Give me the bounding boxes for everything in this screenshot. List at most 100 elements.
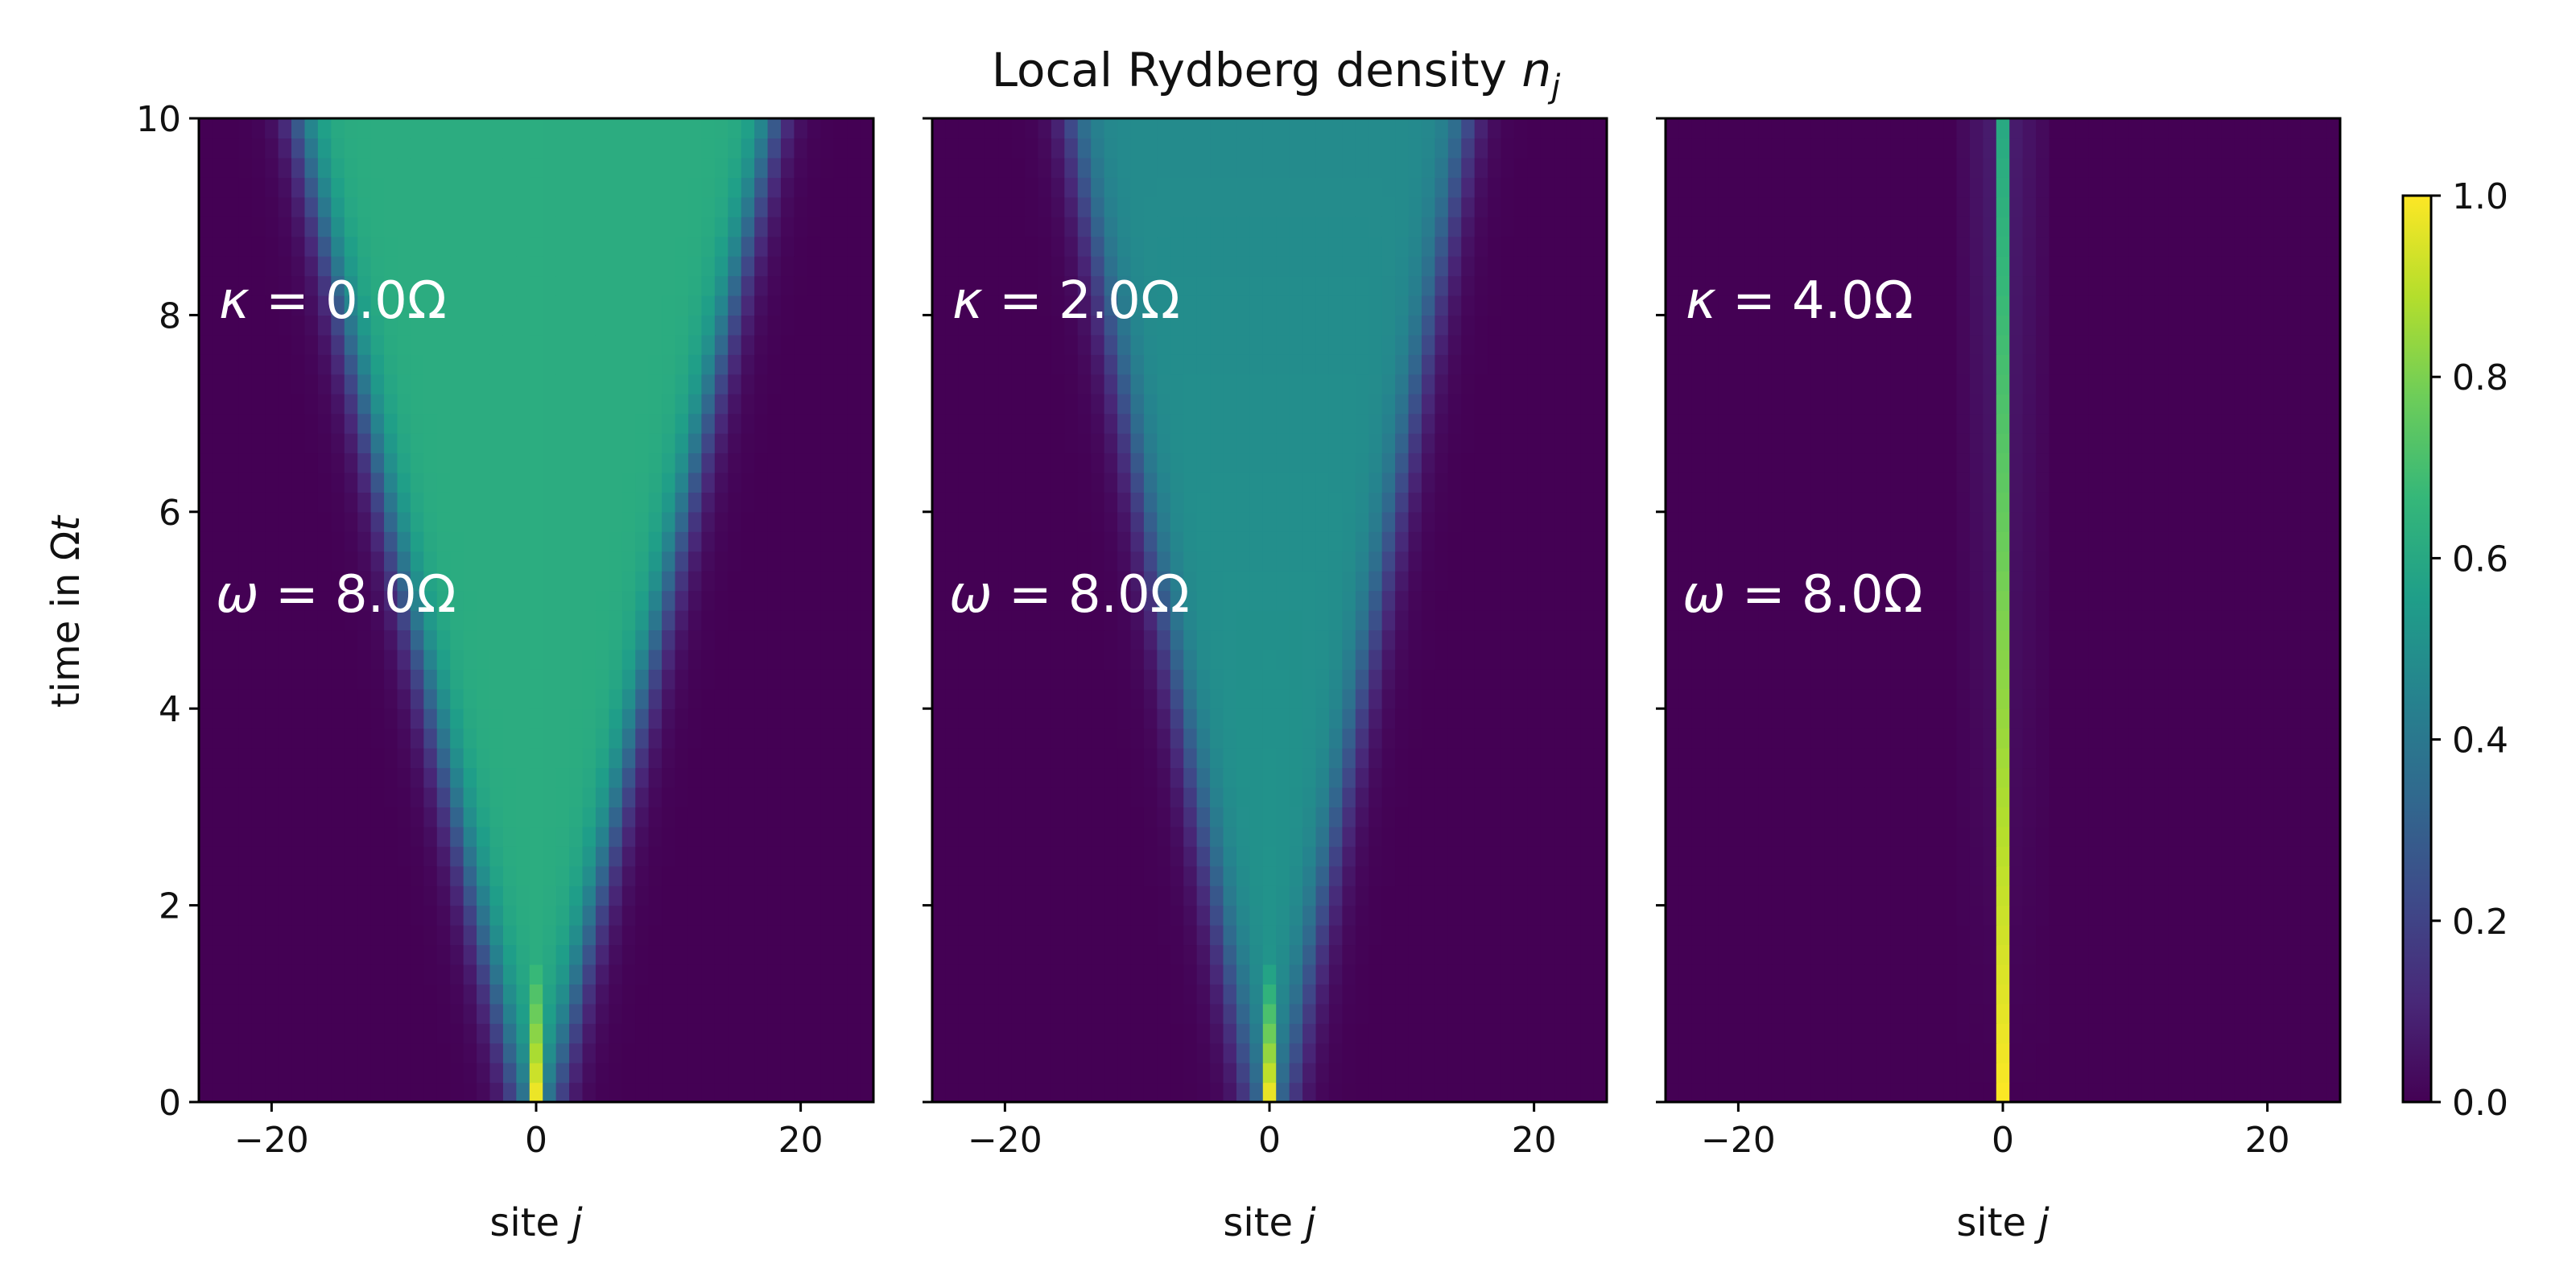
heatmap-cell bbox=[1302, 354, 1317, 375]
heatmap-cell bbox=[225, 1003, 239, 1024]
heatmap-cell bbox=[1554, 1003, 1568, 1024]
heatmap-cell bbox=[331, 177, 345, 198]
heatmap-cell bbox=[502, 846, 517, 867]
heatmap-cell bbox=[1130, 708, 1145, 729]
heatmap-cell bbox=[1540, 688, 1554, 709]
heatmap-cell bbox=[543, 354, 557, 375]
heatmap-cell bbox=[238, 826, 253, 847]
heatmap-cell bbox=[972, 374, 986, 394]
heatmap-cell bbox=[1249, 413, 1264, 434]
heatmap-cell bbox=[410, 492, 424, 513]
heatmap-cell bbox=[569, 688, 584, 709]
heatmap-cell bbox=[1196, 177, 1211, 198]
heatmap-cell bbox=[1091, 984, 1105, 1005]
heatmap-cell bbox=[609, 944, 623, 965]
heatmap-cell bbox=[985, 1003, 999, 1024]
heatmap-cell bbox=[1223, 807, 1237, 828]
heatmap-cell bbox=[1447, 1023, 1462, 1044]
heatmap-cell bbox=[701, 177, 716, 198]
heatmap-cell bbox=[1117, 886, 1132, 906]
heatmap-cell bbox=[278, 886, 292, 906]
heatmap-cell bbox=[635, 984, 650, 1005]
heatmap-cell bbox=[1130, 630, 1145, 650]
heatmap-cell bbox=[1223, 354, 1237, 375]
heatmap-cell bbox=[199, 334, 213, 355]
heatmap-cell bbox=[370, 433, 385, 454]
heatmap-cell bbox=[972, 217, 986, 237]
heatmap-cell bbox=[1157, 925, 1171, 946]
heatmap-cell bbox=[1143, 1023, 1158, 1044]
heatmap-cell bbox=[1064, 728, 1079, 749]
heatmap-cell bbox=[932, 413, 947, 434]
heatmap-cell bbox=[609, 748, 623, 769]
heatmap-cell bbox=[1513, 1023, 1529, 1044]
heatmap-cell bbox=[212, 786, 226, 807]
heatmap-cell bbox=[1289, 236, 1303, 257]
heatmap-cell bbox=[1157, 571, 1171, 592]
heatmap-cell bbox=[820, 275, 835, 296]
heatmap-cell bbox=[675, 826, 689, 847]
heatmap-cell bbox=[212, 1023, 226, 1044]
heatmap-cell bbox=[609, 669, 623, 690]
heatmap-cell bbox=[1567, 571, 1581, 592]
heatmap-cell bbox=[662, 1042, 676, 1063]
heatmap-cell bbox=[1461, 394, 1476, 415]
heatmap-cell bbox=[847, 236, 861, 257]
heatmap-cell bbox=[304, 708, 319, 729]
heatmap-cell bbox=[1025, 1063, 1039, 1084]
heatmap-cell bbox=[1276, 452, 1290, 473]
heatmap-cell bbox=[1342, 630, 1356, 650]
heatmap-cell bbox=[1276, 786, 1290, 807]
heatmap-cell bbox=[714, 925, 729, 946]
heatmap-cell bbox=[1276, 334, 1290, 355]
heatmap-cell bbox=[1513, 925, 1529, 946]
heatmap-cell bbox=[794, 354, 808, 375]
heatmap-cell bbox=[794, 413, 808, 434]
heatmap-cell bbox=[1554, 630, 1568, 650]
heatmap-cell bbox=[410, 551, 424, 572]
heatmap-cell bbox=[1249, 315, 1264, 336]
heatmap-cell bbox=[847, 196, 861, 217]
heatmap-cell bbox=[1038, 256, 1052, 277]
heatmap-cell bbox=[1038, 315, 1052, 336]
heatmap-cell bbox=[820, 846, 835, 867]
heatmap-cell bbox=[1025, 807, 1039, 828]
heatmap-cell bbox=[212, 354, 226, 375]
heatmap-cell bbox=[972, 492, 986, 513]
heatmap-cell bbox=[238, 196, 253, 217]
heatmap-cell bbox=[582, 531, 597, 552]
heatmap-cell bbox=[714, 669, 729, 690]
heatmap-cell bbox=[278, 334, 292, 355]
heatmap-cell bbox=[609, 295, 623, 316]
heatmap-cell bbox=[998, 511, 1013, 532]
heatmap-cell bbox=[212, 944, 226, 965]
heatmap-cell bbox=[1025, 925, 1039, 946]
heatmap-cell bbox=[357, 531, 372, 552]
heatmap-cell bbox=[555, 865, 570, 886]
heatmap-cell bbox=[582, 610, 597, 631]
heatmap-cell bbox=[1064, 944, 1079, 965]
heatmap-cell bbox=[648, 374, 663, 394]
heatmap-cell bbox=[251, 1063, 266, 1084]
heatmap-cell bbox=[212, 748, 226, 769]
heatmap-cell bbox=[331, 688, 345, 709]
heatmap-cell bbox=[701, 826, 716, 847]
heatmap-cell bbox=[489, 452, 504, 473]
heatmap-cell bbox=[489, 217, 504, 237]
heatmap-cell bbox=[675, 708, 689, 729]
heatmap-cell bbox=[529, 865, 543, 886]
heatmap-cell bbox=[397, 413, 411, 434]
heatmap-cell bbox=[1091, 571, 1105, 592]
heatmap-cell bbox=[1447, 492, 1462, 513]
heatmap-cell bbox=[1395, 433, 1410, 454]
heatmap-cell bbox=[344, 394, 358, 415]
heatmap-cell bbox=[1328, 964, 1343, 985]
heatmap-cell bbox=[1381, 571, 1396, 592]
heatmap-cell bbox=[754, 138, 769, 159]
heatmap-cell bbox=[687, 944, 702, 965]
heatmap-cell bbox=[1249, 275, 1264, 296]
heatmap-cell bbox=[251, 786, 266, 807]
heatmap-cell bbox=[463, 807, 477, 828]
heatmap-cell bbox=[860, 196, 874, 217]
heatmap-cell bbox=[767, 984, 782, 1005]
